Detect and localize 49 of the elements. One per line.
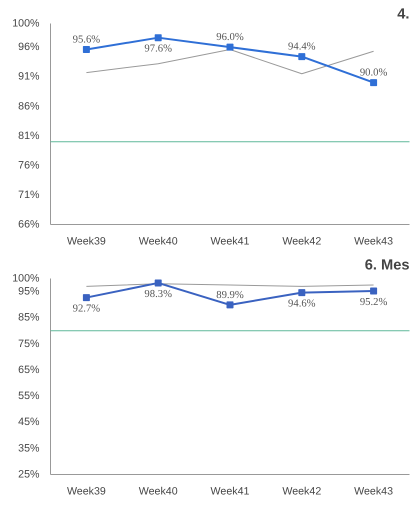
x-tick-label: Week39 [66, 486, 106, 498]
x-tick-label: Week42 [282, 236, 322, 248]
y-tick-label: 81% [18, 130, 40, 142]
y-tick-label: 96% [18, 41, 40, 54]
x-tick-label: Week40 [138, 486, 178, 498]
chart-title: 6. Mes [364, 258, 410, 274]
y-tick-label: 85% [18, 312, 40, 324]
point [154, 279, 162, 286]
point [154, 34, 162, 42]
data-label: 96.0% [216, 32, 244, 44]
point [82, 294, 90, 302]
y-tick-label: 45% [18, 416, 40, 428]
data-label: 95.6% [72, 34, 100, 46]
y-tick-label: 71% [18, 188, 40, 201]
y-tick-label: 35% [18, 442, 40, 454]
y-tick-label: 86% [18, 100, 40, 112]
x-tick-label: Week40 [138, 236, 178, 248]
y-tick-label: 66% [18, 218, 40, 230]
data-label: 94.6% [288, 298, 316, 310]
x-tick-label: Week42 [282, 486, 322, 498]
x-tick-label: Week39 [66, 236, 106, 248]
y-tick-label: 55% [18, 390, 40, 402]
y-tick-label: 95% [18, 286, 40, 298]
y-tick-label: 76% [18, 159, 40, 172]
point [82, 46, 90, 54]
y-tick-label: 100% [12, 18, 40, 30]
point [226, 44, 234, 51]
point [226, 301, 234, 308]
x-tick-label: Week41 [210, 486, 250, 498]
data-label: 90.0% [360, 68, 388, 79]
point [298, 53, 306, 60]
data-label: 89.9% [216, 290, 244, 301]
data-label: 98.3% [144, 288, 172, 300]
x-tick-label: Week43 [354, 236, 394, 248]
point [370, 79, 378, 86]
chart-title: 4. [397, 6, 410, 22]
y-tick-label: 91% [18, 70, 40, 83]
data-label: 95.2% [360, 297, 388, 308]
y-tick-label: 100% [12, 272, 40, 284]
point [298, 289, 306, 296]
y-tick-label: 25% [18, 468, 40, 480]
x-tick-label: Week43 [354, 486, 394, 498]
data-label: 94.4% [288, 42, 316, 53]
y-tick-label: 65% [18, 364, 40, 376]
data-label: 97.6% [144, 44, 172, 55]
x-tick-label: Week41 [210, 236, 250, 248]
data-label: 92.7% [72, 304, 100, 315]
point [370, 288, 378, 295]
y-tick-label: 75% [18, 338, 40, 350]
